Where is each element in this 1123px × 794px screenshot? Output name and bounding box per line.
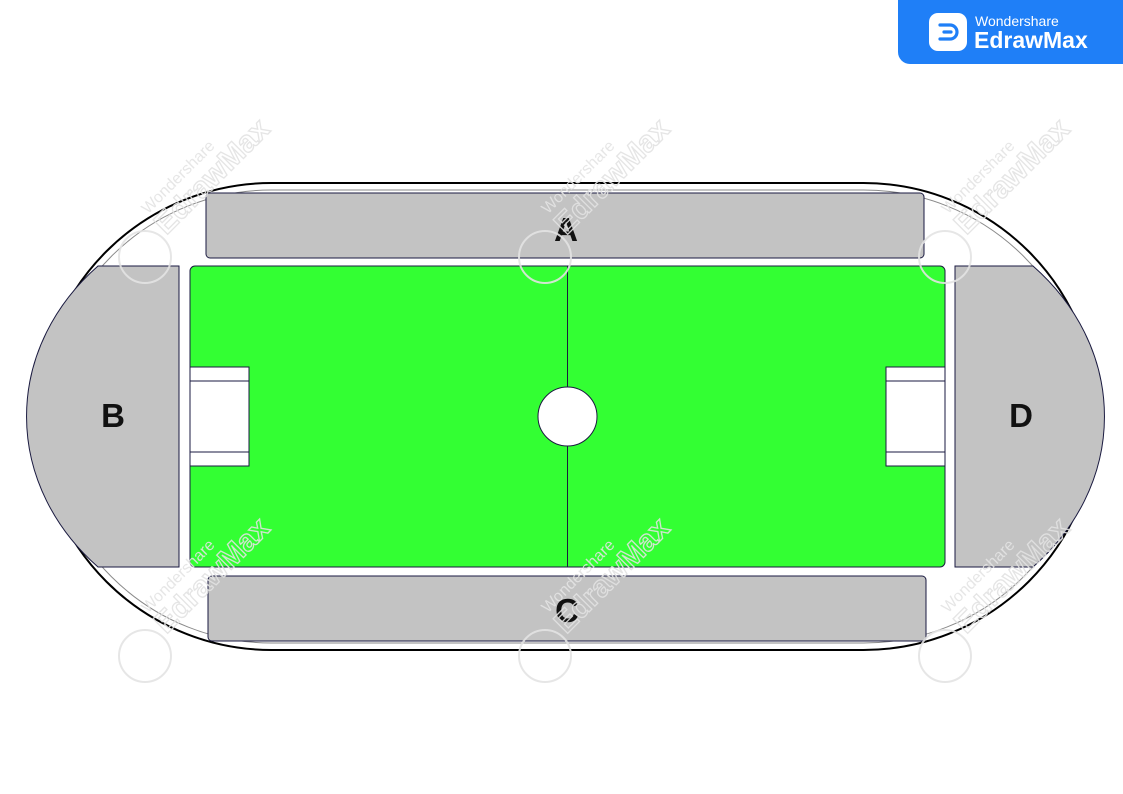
center-circle	[537, 386, 598, 447]
left-goal-box	[189, 366, 250, 467]
edrawmax-logo-icon	[929, 13, 967, 51]
watermark-logo-icon	[118, 230, 172, 284]
right-goal-box	[885, 366, 946, 467]
watermark-logo-icon	[918, 230, 972, 284]
stand-a-label: A	[554, 211, 578, 248]
watermark-logo-icon	[518, 629, 572, 683]
stand-d[interactable]	[954, 265, 1105, 568]
brand-badge[interactable]: Wondershare EdrawMax	[898, 0, 1123, 64]
watermark-logo-icon	[118, 629, 172, 683]
brand-company: Wondershare	[975, 13, 1059, 29]
stand-d-label: D	[1009, 397, 1033, 434]
stand-b[interactable]	[26, 265, 180, 568]
stand-c-label: C	[555, 592, 579, 629]
stand-b-label: B	[101, 397, 125, 434]
watermark-logo-icon	[518, 230, 572, 284]
stand-a[interactable]	[205, 192, 925, 259]
watermark-logo-icon	[918, 629, 972, 683]
brand-product: EdrawMax	[974, 27, 1088, 53]
